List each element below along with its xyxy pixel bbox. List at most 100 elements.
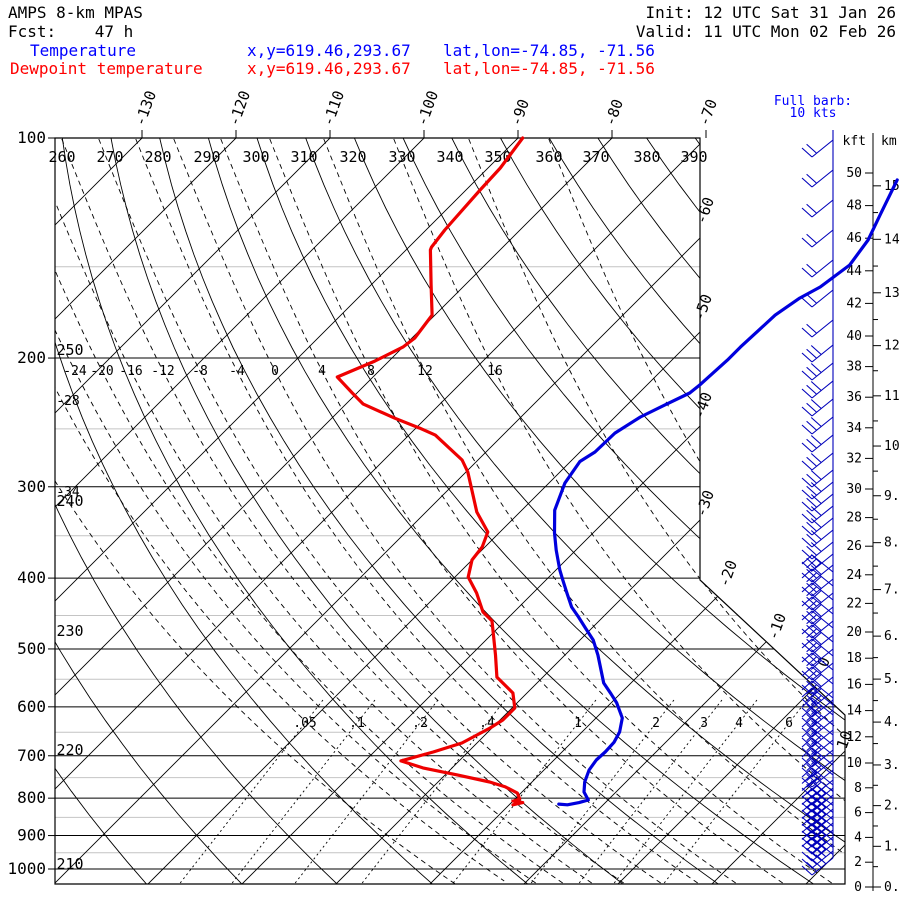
wind-barb xyxy=(811,592,834,611)
wind-barb-feather xyxy=(810,345,822,355)
wind-barb-feather xyxy=(806,293,817,304)
wind-barb-feather xyxy=(801,537,813,548)
wind-barb-feather xyxy=(810,542,822,552)
km-tick-label: 1. xyxy=(884,839,900,854)
moist-adiabat-line xyxy=(61,138,624,884)
top-temp-label: -120 xyxy=(225,88,254,128)
moist-adiabat-label: -4 xyxy=(229,364,245,379)
wind-barb-feather xyxy=(801,680,813,691)
pressure-tick-label: 700 xyxy=(17,746,46,765)
wind-barb xyxy=(811,737,834,756)
kft-tick-label: 16 xyxy=(846,677,862,692)
kft-tick-label: 46 xyxy=(846,231,862,246)
mixing-ratio-line xyxy=(294,699,439,884)
wind-barb-feather xyxy=(801,656,813,667)
wind-barb-feather xyxy=(806,233,817,244)
forecast-hour: Fcst: 47 h xyxy=(8,22,134,41)
mixing-ratio-line xyxy=(361,699,506,884)
wind-barb-feather xyxy=(801,489,813,500)
isotherm-line xyxy=(523,138,845,884)
wind-barb xyxy=(811,139,834,158)
wind-barb-feather xyxy=(810,765,822,775)
wind-barb xyxy=(811,830,834,848)
dry-adiabat-left-label: 240 xyxy=(56,492,83,510)
wind-barb-feather xyxy=(806,558,817,569)
kft-tick-label: 36 xyxy=(846,390,862,405)
wind-barb-feather xyxy=(810,565,822,575)
wind-barb-feather xyxy=(801,670,813,681)
kft-tick-label: 22 xyxy=(846,596,862,611)
km-axis-title: km xyxy=(881,134,897,149)
barb-legend: Full barb: 10 kts xyxy=(763,95,863,120)
dry-adiabat-top-label: 280 xyxy=(144,148,171,166)
wind-barb-feather xyxy=(815,854,827,865)
wind-barb-feather xyxy=(806,438,817,449)
wind-barb xyxy=(811,344,834,363)
wind-barb-feather xyxy=(806,600,817,611)
wind-barb-feather xyxy=(801,549,813,560)
wind-barb-feather xyxy=(806,784,817,795)
kft-tick-label: 6 xyxy=(854,806,862,821)
dry-adiabat-line xyxy=(207,138,815,884)
wind-barb-feather xyxy=(806,666,817,677)
init-time: Init: 12 UTC Sat 31 Jan 26 xyxy=(645,3,896,22)
wind-barb xyxy=(811,620,834,639)
wind-barb-feather xyxy=(810,740,822,750)
wind-barb-feather xyxy=(806,582,817,593)
wind-barb-feather xyxy=(806,670,817,681)
wind-barb-feather xyxy=(806,840,817,851)
kft-tick-label: 26 xyxy=(846,539,862,554)
legend-temperature-latlon: lat,lon=-74.85, -71.56 xyxy=(443,41,655,60)
km-tick-label: 7. xyxy=(884,583,900,598)
wind-barb-feather xyxy=(806,680,817,691)
wind-barb xyxy=(811,596,834,615)
wind-barb-feather xyxy=(810,725,822,735)
mixing-ratio-label: 2 xyxy=(652,716,660,731)
moist-adiabat-label: -20 xyxy=(90,364,113,379)
wind-barb-feather xyxy=(806,533,817,544)
wind-barb-feather xyxy=(806,691,817,702)
wind-barb-feather xyxy=(806,741,817,752)
wind-barb-feather xyxy=(806,173,817,184)
wind-barb-feather xyxy=(801,774,813,784)
mixing-ratio-line xyxy=(530,699,675,884)
wind-barb-feather xyxy=(806,847,817,858)
wind-barb-feather xyxy=(810,579,822,589)
km-tick-label: 14. xyxy=(884,232,900,247)
wind-barb-feather xyxy=(806,791,817,802)
wind-barb-feather xyxy=(806,721,817,732)
km-tick-label: 6. xyxy=(884,629,900,644)
wind-barb-feather xyxy=(810,688,822,698)
wind-barb-feather xyxy=(801,767,813,778)
mixing-ratio-line xyxy=(663,699,808,884)
dry-adiabat-line xyxy=(55,138,148,884)
wind-barb-feather xyxy=(801,816,813,826)
wind-barb xyxy=(811,697,834,716)
wind-barb-feather xyxy=(810,755,822,765)
wind-barb-feather xyxy=(801,865,813,876)
wind-barb-feather xyxy=(801,628,813,639)
wind-barb-feather xyxy=(801,684,813,695)
wind-barb-feather xyxy=(810,750,822,760)
wind-barb-feather xyxy=(806,402,817,413)
wind-barb xyxy=(811,638,834,657)
wind-barb-feather xyxy=(801,147,813,158)
wind-barb xyxy=(811,199,834,218)
mixing-ratio-label: 6 xyxy=(785,716,793,731)
wind-barb-feather xyxy=(806,638,817,649)
wind-barb-feather xyxy=(801,513,813,524)
wind-barb xyxy=(811,857,834,876)
wind-barb-feather xyxy=(806,473,817,484)
wind-barb-feather xyxy=(806,656,817,667)
wind-barb xyxy=(811,380,834,399)
wind-barb xyxy=(811,774,834,792)
dry-adiabat-line xyxy=(402,138,845,884)
dewpoint-curve xyxy=(335,136,525,807)
moist-adiabat-line xyxy=(323,138,845,884)
wind-barb-feather xyxy=(810,695,822,705)
isotherm-line xyxy=(55,138,425,884)
wind-barb xyxy=(811,816,834,834)
moist-adiabat-line xyxy=(55,138,536,884)
moist-adiabat-label: 12 xyxy=(417,364,433,379)
kft-tick-label: 34 xyxy=(846,421,862,436)
